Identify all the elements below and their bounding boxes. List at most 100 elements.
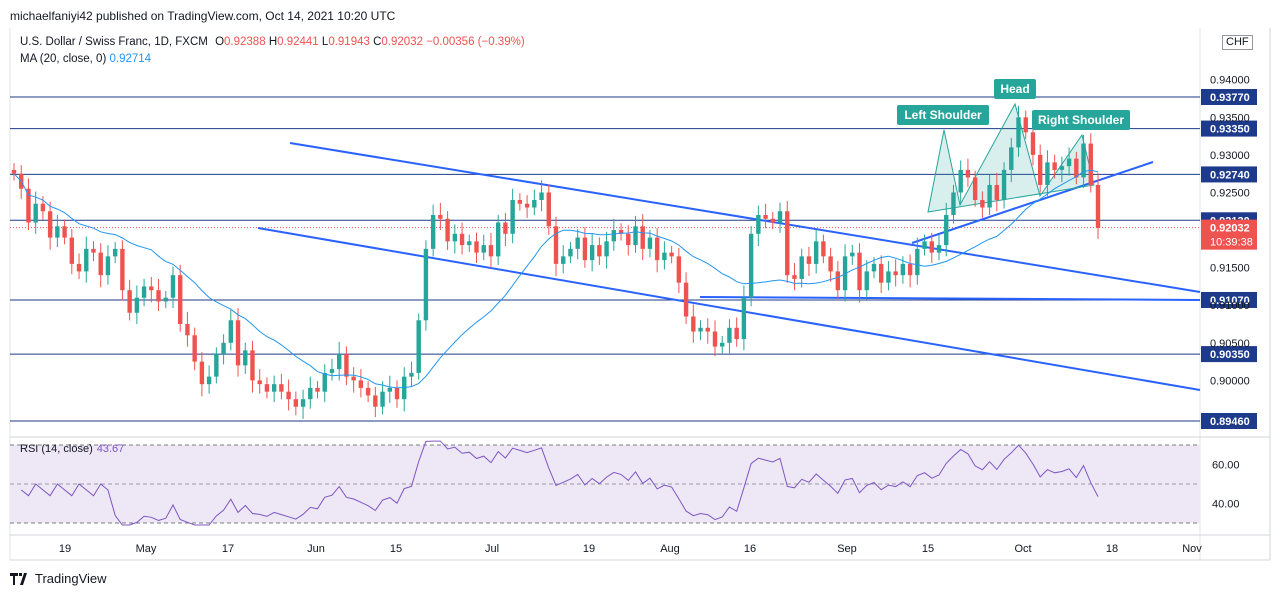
candle-body bbox=[510, 199, 515, 234]
symbol-name[interactable]: U.S. Dollar / Swiss Franc, 1D, FXCM bbox=[20, 36, 208, 48]
candle-body bbox=[958, 169, 963, 193]
candle-body bbox=[907, 263, 913, 276]
candle-body bbox=[503, 222, 508, 234]
candle-body bbox=[495, 222, 501, 257]
candle-body bbox=[438, 215, 443, 219]
candle-body bbox=[105, 256, 111, 276]
candle-body bbox=[539, 192, 544, 200]
level-tag bbox=[1201, 120, 1257, 137]
tradingview-logo[interactable]: TradingView bbox=[10, 571, 107, 586]
candle-body bbox=[488, 245, 494, 257]
candle-body bbox=[257, 380, 262, 385]
candle-body bbox=[691, 316, 696, 332]
ma-legend: MA (20, close, 0) 0.92714 bbox=[20, 53, 151, 65]
candle-body bbox=[235, 320, 241, 366]
trendline bbox=[699, 296, 1201, 301]
candle-body bbox=[1045, 162, 1050, 185]
candle-body bbox=[893, 271, 898, 276]
candle-body bbox=[98, 252, 103, 276]
candle-body bbox=[922, 241, 927, 249]
rsi-tick-label: 40.00 bbox=[1212, 499, 1240, 511]
candle-body bbox=[185, 324, 190, 336]
candle-body bbox=[228, 320, 233, 343]
candle-body bbox=[1081, 143, 1086, 178]
candle-body bbox=[582, 237, 588, 261]
time-tick-label: 15 bbox=[390, 543, 402, 555]
candle-body bbox=[785, 211, 790, 276]
candle-body bbox=[206, 376, 212, 385]
level-tag-label: 0.89460 bbox=[1210, 416, 1250, 428]
candle-body bbox=[351, 376, 356, 381]
pattern-label-bg bbox=[994, 79, 1036, 99]
candle-body bbox=[271, 384, 277, 392]
pattern-labels: Left Shoulder Head Right Shoulder bbox=[897, 79, 1130, 130]
candle-body bbox=[915, 248, 920, 276]
rsi-label[interactable]: RSI (14, close) bbox=[20, 443, 93, 455]
candle-body bbox=[337, 354, 342, 370]
candle-body bbox=[127, 290, 132, 313]
candle-body bbox=[1059, 166, 1065, 170]
trendlines bbox=[257, 142, 1201, 391]
candle-body bbox=[373, 395, 378, 407]
candle-body bbox=[264, 384, 270, 392]
ma-label[interactable]: MA (20, close, 0) bbox=[20, 53, 107, 65]
level-tag bbox=[1201, 346, 1257, 363]
candle-body bbox=[589, 245, 595, 261]
time-tick-label: Oct bbox=[1014, 543, 1031, 555]
time-tick-label: 17 bbox=[222, 543, 234, 555]
pattern-label: Left Shoulder bbox=[904, 108, 982, 122]
candle-body bbox=[315, 387, 320, 392]
time-tick-label: 15 bbox=[922, 543, 934, 555]
time-tick-label: 19 bbox=[59, 543, 71, 555]
candle-body bbox=[1023, 117, 1028, 133]
time-axis: 19 May 17 Jun 15 Jul 19 Aug 16 Sep 15 Oct 18 Nov bbox=[59, 543, 1202, 555]
rsi-legend: RSI (14, close) 43.67 bbox=[20, 443, 124, 455]
high-value: 0.92441 bbox=[277, 36, 319, 48]
candle-body bbox=[561, 256, 566, 264]
candle-body bbox=[972, 177, 978, 200]
pattern-label: Head bbox=[1000, 82, 1029, 96]
candle-body bbox=[633, 226, 638, 246]
level-tag bbox=[1201, 291, 1257, 308]
candle-body bbox=[76, 263, 82, 272]
currency-button[interactable]: CHF bbox=[1222, 35, 1253, 50]
price-tick-label: 0.91000 bbox=[1210, 300, 1250, 312]
candle-body bbox=[192, 335, 197, 362]
candle-body bbox=[141, 286, 147, 298]
candle-body bbox=[886, 271, 891, 283]
close-value: 0.92032 bbox=[381, 36, 423, 48]
candle-body bbox=[640, 226, 645, 249]
candle-body bbox=[720, 342, 725, 347]
level-tag bbox=[1201, 89, 1257, 105]
candle-body bbox=[980, 199, 985, 208]
candle-body bbox=[416, 320, 421, 373]
time-tick-label: Sep bbox=[837, 543, 857, 555]
candle-body bbox=[792, 275, 797, 279]
candle-body bbox=[965, 169, 971, 178]
candle-body bbox=[47, 211, 53, 238]
candle-body bbox=[62, 226, 67, 238]
candle-body bbox=[1001, 169, 1007, 200]
candle-body bbox=[279, 384, 284, 392]
candle-body bbox=[828, 256, 833, 272]
candle-body bbox=[748, 233, 754, 298]
level-tag-label: 0.93350 bbox=[1210, 124, 1250, 136]
candle-body bbox=[712, 331, 718, 347]
candle-body bbox=[727, 327, 732, 343]
level-tag bbox=[1201, 413, 1257, 429]
symbol-legend: U.S. Dollar / Swiss Franc, 1D, FXCM O0.9… bbox=[20, 36, 525, 48]
time-tick-label: Jul bbox=[485, 543, 499, 555]
rsi-tick-label: 60.00 bbox=[1212, 460, 1240, 472]
candle-body bbox=[517, 199, 523, 204]
candle-body bbox=[799, 256, 804, 279]
time-tick-label: 16 bbox=[744, 543, 756, 555]
candle-body bbox=[1009, 147, 1014, 170]
candle-body bbox=[459, 233, 465, 246]
candle-body bbox=[683, 282, 689, 317]
high-label: H bbox=[268, 36, 278, 48]
candle-body bbox=[654, 237, 660, 261]
candle-body bbox=[91, 248, 96, 253]
pattern-label: Right Shoulder bbox=[1038, 113, 1124, 127]
close-label: C bbox=[373, 36, 382, 48]
